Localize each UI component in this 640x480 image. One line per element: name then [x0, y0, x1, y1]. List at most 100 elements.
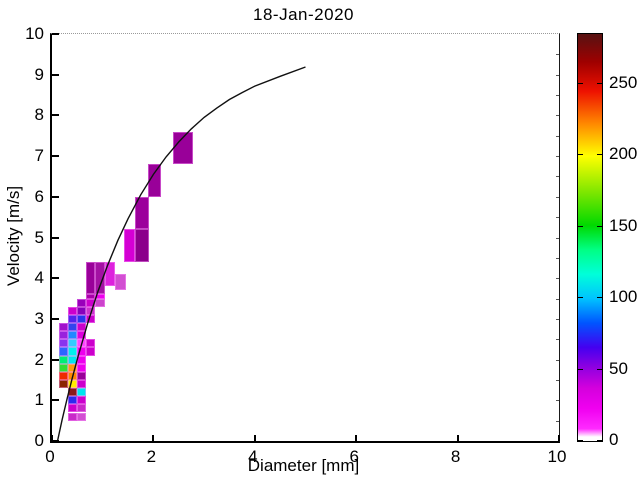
chart-title: 18-Jan-2020	[253, 5, 354, 24]
y-right-tick	[556, 359, 559, 361]
x-tick-label: 10	[547, 447, 567, 466]
heatmap-cell	[68, 404, 77, 413]
x-axis-label: Diameter [mm]	[247, 456, 360, 475]
heatmap-cell	[68, 396, 77, 405]
y-tick-label: 5	[34, 227, 44, 247]
heatmap-cell	[68, 331, 77, 340]
y-right-tick	[556, 217, 559, 219]
heatmap-cell	[85, 339, 96, 348]
heatmap-cell	[68, 347, 77, 356]
y-tick-label: 0	[34, 431, 44, 450]
x-tick	[355, 435, 358, 441]
x-tick	[558, 435, 560, 441]
heatmap-cell	[76, 347, 86, 356]
heatmap-cell	[59, 371, 69, 380]
heatmap-cell	[85, 294, 96, 299]
colorbar-tick	[577, 154, 583, 156]
colorbar-tick	[577, 368, 583, 370]
y-tick-label: 6	[34, 186, 44, 206]
colorbar-tick	[597, 440, 603, 441]
colorbar-tick-label: 150	[609, 215, 638, 235]
y-right-tick	[556, 339, 559, 341]
velocity-diameter-curve	[56, 66, 306, 441]
y-tick-label: 10	[25, 24, 44, 43]
y-tick	[52, 277, 59, 280]
heatmap-cell	[76, 412, 86, 421]
y-right-tick	[556, 156, 559, 158]
heatmap-cell	[76, 322, 86, 332]
x-tick	[253, 435, 256, 441]
y-tick-label: 1	[34, 390, 44, 410]
y-tick	[52, 358, 59, 361]
heatmap-cell	[59, 322, 69, 332]
x-tick-label: 8	[450, 447, 461, 466]
heatmap-cell	[123, 229, 136, 262]
heatmap-cell	[68, 322, 77, 332]
x-tick	[456, 435, 459, 441]
heatmap-cell	[68, 388, 77, 397]
y-right-tick	[556, 196, 559, 198]
x-tick-label: 0	[45, 447, 55, 466]
heatmap-cell	[76, 355, 86, 364]
y-right-tick	[556, 318, 559, 320]
tick-layer	[51, 33, 560, 442]
heatmap-cell	[76, 404, 86, 413]
colorbar-tick	[577, 297, 583, 299]
y-right-tick	[556, 400, 559, 402]
colorbar-tick-label: 200	[609, 144, 638, 164]
y-right-tick	[556, 379, 559, 381]
colorbar-tick	[597, 297, 603, 299]
colorbar-tick-label: 250	[609, 73, 638, 92]
y-right-tick	[556, 420, 559, 422]
heatmap-cell	[85, 298, 96, 307]
y-tick-label: 2	[34, 349, 44, 369]
y-tick-label: 9	[34, 64, 44, 84]
heatmap-cell	[76, 371, 86, 380]
y-right-tick	[556, 95, 559, 97]
x-tick-label: 4	[248, 447, 258, 466]
colorbar-tick	[577, 225, 583, 227]
y-tick	[52, 73, 59, 76]
y-tick-label: 7	[34, 146, 44, 166]
heatmap-cell	[76, 331, 86, 340]
y-tick	[52, 399, 59, 402]
heatmap-cell	[68, 355, 77, 364]
y-tick	[52, 440, 59, 442]
heatmap-cell	[59, 339, 69, 348]
heatmap-cell	[95, 261, 106, 295]
heatmap-cell	[147, 164, 161, 197]
colorbar-tick-label: 50	[609, 358, 628, 378]
heatmap-cell	[135, 196, 149, 230]
y-right-tick	[556, 298, 559, 300]
heatmap-cell	[59, 363, 69, 372]
y-tick-label: 3	[34, 308, 44, 328]
heatmap-cell	[105, 261, 115, 287]
y-right-tick	[556, 257, 559, 259]
heatmap-cell	[68, 314, 77, 323]
colorbar-tick	[577, 83, 583, 84]
colorbar-tick	[597, 83, 603, 84]
colorbar	[577, 33, 603, 442]
heatmap-cell	[76, 388, 86, 397]
y-tick	[52, 155, 59, 158]
x-tick	[51, 435, 53, 441]
y-right-tick	[556, 176, 559, 178]
colorbar-tick	[597, 368, 603, 370]
heatmap-cell	[68, 306, 77, 315]
heatmap-cell	[76, 396, 86, 405]
y-tick	[52, 114, 59, 117]
heatmap-cell	[76, 314, 86, 323]
heatmap-cell	[76, 298, 86, 307]
y-tick	[52, 195, 59, 198]
y-right-tick	[556, 237, 559, 239]
heatmap-cell	[85, 261, 96, 295]
y-right-tick	[556, 135, 559, 137]
y-tick-label: 4	[34, 268, 44, 288]
colorbar-tick	[597, 154, 603, 156]
y-tick	[52, 317, 59, 320]
heatmap-cell	[135, 229, 149, 262]
y-right-tick	[556, 54, 559, 56]
y-right-tick	[556, 115, 559, 117]
heatmap-cell	[59, 347, 69, 356]
